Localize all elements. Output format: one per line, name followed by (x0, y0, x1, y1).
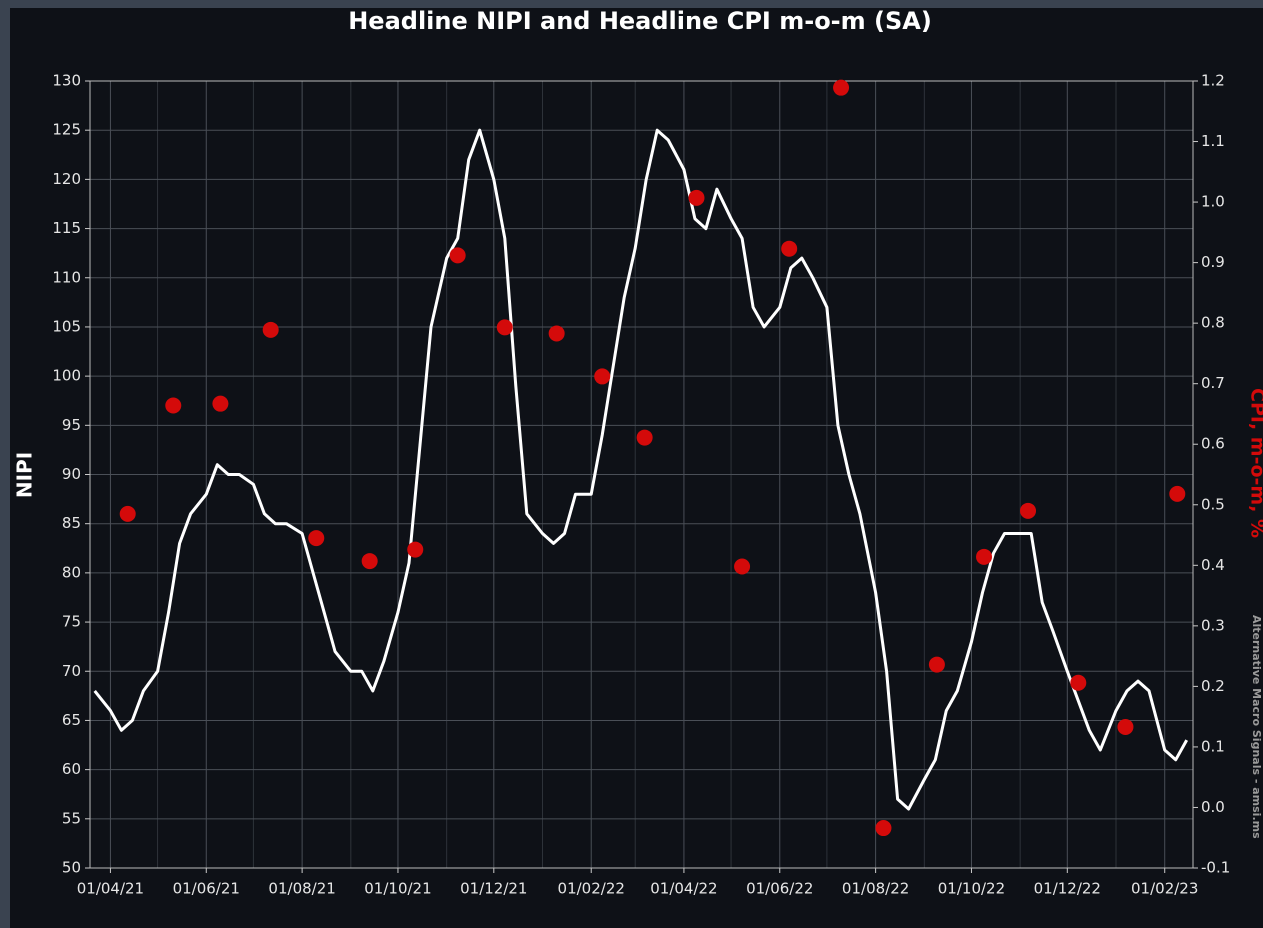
y2-tick-label: 0.7 (1201, 374, 1225, 392)
x-tick-label: 01/12/21 (460, 880, 527, 898)
y-tick-label: 95 (62, 416, 81, 434)
x-tick-label: 01/10/21 (364, 880, 431, 898)
cpi-point (976, 548, 993, 565)
cpi-point (165, 397, 182, 414)
y-tick-label: 120 (52, 170, 81, 188)
y-tick-label: 75 (62, 613, 81, 631)
x-tick-label: 01/04/21 (77, 880, 144, 898)
y2-tick-label: 0.4 (1201, 556, 1225, 574)
cpi-point (928, 656, 945, 673)
y2-tick-label: 0.3 (1201, 616, 1225, 634)
annotation: Alternative Macro Signals - amsi.ms (1250, 615, 1263, 839)
cpi-point (1020, 502, 1037, 519)
y2-tick-label: 0.5 (1201, 495, 1225, 513)
y-tick-label: 50 (62, 859, 81, 877)
y-tick-label: 70 (62, 662, 81, 680)
y-tick-label: 85 (62, 514, 81, 532)
y2-tick-label: 0.8 (1201, 314, 1225, 332)
y2-tick-label: 0.1 (1201, 737, 1225, 755)
y-axis-label: NIPI (13, 452, 37, 498)
cpi-point (833, 79, 850, 96)
cpi-point (688, 189, 705, 206)
cpi-point (119, 505, 136, 522)
y-tick-label: 105 (52, 317, 81, 335)
x-tick-label: 01/10/22 (938, 880, 1005, 898)
y-tick-label: 125 (52, 121, 81, 139)
x-tick-label: 01/02/23 (1131, 880, 1198, 898)
x-tick-label: 01/04/22 (650, 880, 717, 898)
x-tick-label: 01/02/22 (558, 880, 625, 898)
y-tick-label: 100 (52, 367, 81, 385)
x-tick-label: 01/12/22 (1034, 880, 1101, 898)
cpi-point (449, 247, 466, 264)
plot-frame (89, 80, 1194, 869)
y-tick-label: 115 (52, 219, 81, 237)
y-tick-label: 65 (62, 711, 81, 729)
y-tick-label: 90 (62, 465, 81, 483)
y2-tick-label: -0.1 (1201, 859, 1230, 877)
x-tick-label: 01/06/22 (746, 880, 813, 898)
chart-title: Headline NIPI and Headline CPI m-o-m (SA… (348, 7, 932, 35)
y2-tick-label: 0.9 (1201, 253, 1225, 271)
cpi-point (875, 820, 892, 837)
cpi-point (212, 395, 229, 412)
cpi-point (262, 321, 279, 338)
x-tick-label: 01/06/21 (173, 880, 240, 898)
y-tick-label: 130 (52, 72, 81, 90)
y-tick-label: 55 (62, 809, 81, 827)
cpi-point (407, 541, 424, 558)
x-tick-label: 01/08/21 (268, 880, 335, 898)
y-tick-label: 60 (62, 760, 81, 778)
cpi-point (636, 429, 653, 446)
y2-tick-label: 0.2 (1201, 677, 1225, 695)
y2-tick-label: 0.0 (1201, 798, 1225, 816)
y-tick-label: 110 (52, 268, 81, 286)
cpi-point (594, 368, 611, 385)
nipi-line (93, 128, 1189, 811)
cpi-point (1070, 674, 1087, 691)
x-tick-label: 01/08/22 (842, 880, 909, 898)
cpi-point (548, 325, 565, 342)
background (10, 8, 1263, 928)
y-tick-label: 80 (62, 563, 81, 581)
cpi-point (1117, 718, 1134, 735)
cpi-point (1169, 485, 1186, 502)
cpi-point (734, 558, 751, 575)
y2-tick-label: 1.0 (1201, 193, 1225, 211)
y2-tick-label: 1.1 (1201, 132, 1225, 150)
cpi-point (361, 553, 378, 570)
cpi-point (496, 319, 513, 336)
y2-tick-label: 0.6 (1201, 435, 1225, 453)
y2-axis-label: CPI, m-o-m, % (1247, 388, 1263, 538)
cpi-point (308, 530, 325, 547)
cpi-point (781, 240, 798, 257)
y2-tick-label: 1.2 (1201, 72, 1225, 90)
